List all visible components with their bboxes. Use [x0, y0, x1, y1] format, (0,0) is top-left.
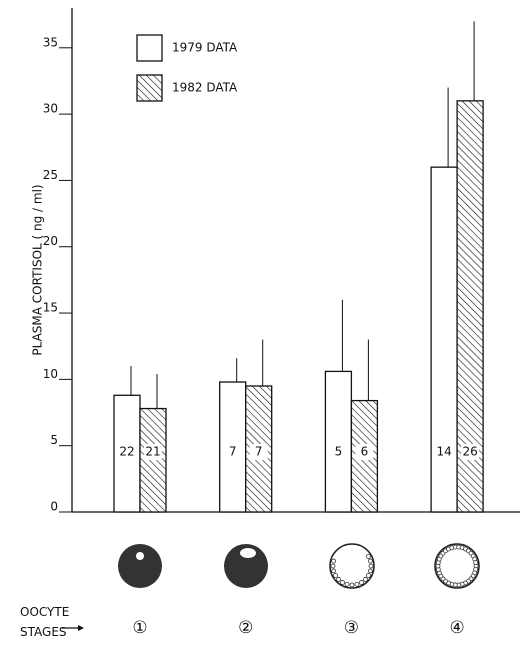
label-bg [461, 444, 480, 460]
y-tick-label: 20 [43, 234, 58, 248]
sample-size: 6 [361, 445, 369, 459]
nucleus [136, 552, 144, 560]
y-tick-label: 10 [43, 367, 58, 381]
legend-swatch [136, 34, 163, 62]
legend-label: 1979 DATA [172, 41, 238, 55]
y-tick-label: 30 [43, 102, 58, 116]
label-bg [144, 444, 162, 460]
label-bg [355, 444, 374, 460]
bar [456, 100, 484, 513]
sample-size: 7 [255, 445, 263, 459]
y-tick-label: 35 [43, 35, 58, 49]
y-axis-label: PLASMA CORTISOL ( ng / ml) [31, 184, 45, 355]
x-tick-label: ① [132, 618, 147, 638]
oocyte [118, 544, 162, 588]
vesicle [354, 581, 360, 587]
sample-size: 5 [335, 445, 343, 459]
legend-label: 1982 DATA [172, 81, 238, 95]
vesicle [367, 558, 373, 564]
sample-size: 22 [119, 445, 134, 459]
vesicle [366, 554, 371, 559]
nucleus [240, 548, 256, 558]
vesicle [367, 568, 373, 574]
oocyte [434, 543, 480, 589]
vesicle [368, 563, 374, 569]
arrow-head [78, 625, 84, 631]
y-tick-label: 15 [43, 301, 58, 315]
bar [113, 394, 141, 513]
x-tick-label: ④ [449, 618, 464, 638]
sample-size: 14 [436, 445, 451, 459]
vesicle [349, 582, 355, 588]
vesicle [366, 573, 371, 578]
vesicle [473, 560, 479, 565]
y-tick-label: 25 [43, 168, 58, 182]
bar [324, 370, 353, 513]
x-tick-label: ② [238, 618, 253, 638]
sample-size: 7 [229, 445, 237, 459]
x-axis-label: OOCYTE STAGES [20, 605, 69, 639]
label-bg [249, 444, 268, 460]
vesicle [363, 577, 368, 582]
vesicle [331, 568, 337, 574]
vesicle [331, 558, 337, 564]
y-tick-label: 0 [50, 500, 58, 514]
sample-size: 21 [145, 445, 160, 459]
x-tick-label: ③ [344, 618, 359, 638]
oocyte [224, 544, 268, 588]
vesicle [359, 580, 364, 585]
legend-swatch [136, 74, 163, 102]
oocyte-illustrations [118, 543, 480, 589]
sample-size: 26 [462, 445, 477, 459]
vesicle [344, 581, 350, 587]
y-tick-label: 5 [50, 433, 58, 447]
bar [219, 381, 247, 513]
bar [430, 166, 458, 513]
vesicle [333, 573, 338, 578]
vesicle [340, 580, 345, 585]
oocyte [329, 543, 375, 589]
vesicle [336, 577, 341, 582]
vesicle [330, 563, 336, 569]
bar [139, 407, 167, 513]
